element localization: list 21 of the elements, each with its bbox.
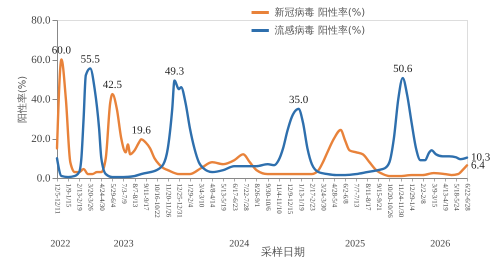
y-tick-label: 20.0 (31, 133, 51, 145)
x2-tick-label: 2024 (229, 238, 250, 250)
x2-tick-label: 2022 (50, 238, 70, 250)
annotation: 35.0 (288, 94, 309, 106)
annotation: 55.5 (80, 53, 100, 66)
y-tick-label: 0.0 (36, 172, 51, 184)
legend-label: 流感病毒 阳性率(%) (274, 24, 366, 36)
legend-label: 新冠病毒 阳性率(%) (274, 6, 366, 18)
annotation: 50.6 (393, 63, 413, 76)
x2-tick-label: 2026 (430, 238, 450, 250)
y-tick-label: 60.0 (31, 54, 51, 66)
y-axis-title: 阳性率(%) (16, 76, 28, 124)
annotation: 19.6 (132, 124, 152, 136)
y-tick-label: 40.0 (31, 94, 51, 106)
annotation: 49.3 (164, 66, 185, 78)
annotation: 60.0 (52, 44, 72, 56)
y-tick-label: 80.0 (31, 14, 51, 26)
x-axis-title: 采样日期 (261, 246, 305, 258)
x2-tick-label: 2025 (345, 238, 366, 250)
annotation: 42.5 (102, 79, 123, 92)
x2-tick-label: 2023 (114, 238, 134, 250)
